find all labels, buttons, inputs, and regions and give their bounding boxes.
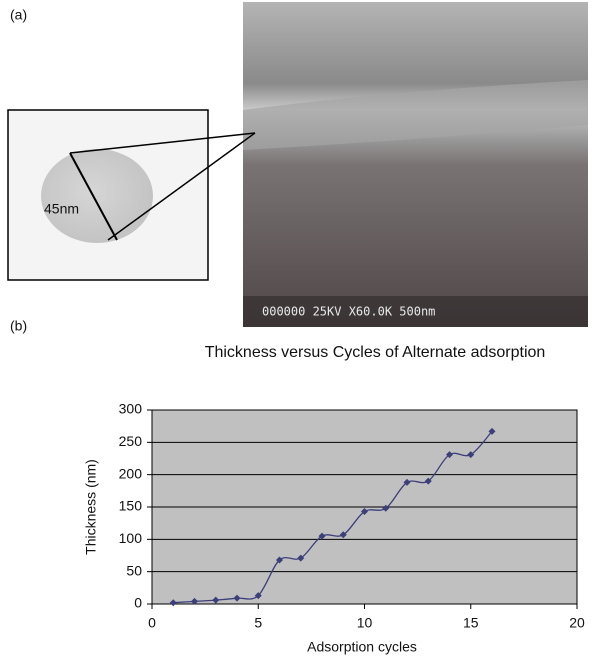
x-tick-label: 10 (357, 615, 373, 631)
sem-caption: 000000 25KV X60.0K 500nm (262, 305, 435, 319)
marker (212, 596, 220, 604)
diameter-line (69, 152, 118, 241)
inset-label: 45nm (44, 201, 79, 217)
zoom-line (69, 132, 256, 154)
marker (446, 451, 453, 459)
marker (233, 594, 241, 602)
y-tick-label: 250 (119, 433, 143, 449)
x-tick-label: 20 (569, 615, 585, 631)
chart-title: Thickness versus Cycles of Alternate ads… (205, 344, 546, 361)
y-tick-label: 100 (119, 530, 143, 546)
marker (191, 597, 198, 605)
plot-frame (151, 409, 578, 605)
marker (424, 477, 432, 485)
panel-label: (a) (10, 7, 27, 23)
marker (318, 532, 326, 540)
y-axis-label: Thickness (nm) (83, 459, 99, 555)
marker (297, 554, 305, 562)
marker (276, 556, 283, 564)
marker (467, 451, 475, 459)
marker (339, 531, 347, 539)
marker (254, 592, 262, 600)
y-tick-label: 300 (119, 401, 143, 417)
x-tick-label: 15 (463, 615, 479, 631)
zoom-line (107, 132, 256, 241)
marker (403, 478, 411, 486)
y-tick-label: 200 (119, 465, 143, 481)
y-tick-label: 0 (134, 595, 142, 611)
x-axis-label: Adsorption cycles (307, 639, 417, 655)
sem-bar (243, 296, 588, 327)
panel-label: (b) (10, 318, 27, 334)
x-tick-label: 5 (254, 615, 262, 631)
y-tick-label: 150 (119, 498, 143, 514)
marker (488, 427, 496, 435)
x-tick-label: 0 (148, 615, 156, 631)
y-tick-label: 50 (126, 562, 142, 578)
pore (41, 149, 153, 243)
sem-layer (243, 80, 588, 150)
series-line (173, 430, 493, 604)
sem-image (243, 2, 588, 327)
marker (169, 599, 177, 607)
marker (382, 504, 390, 512)
marker (361, 508, 368, 516)
